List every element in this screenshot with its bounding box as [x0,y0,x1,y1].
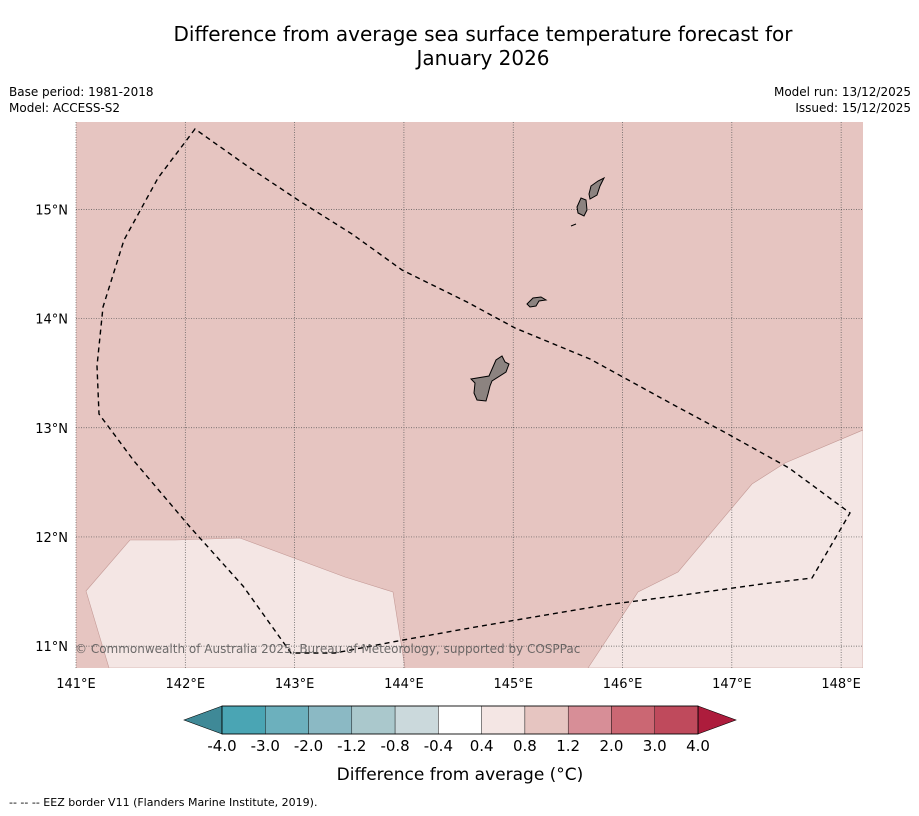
meta-left: Base period: 1981-2018 Model: ACCESS-S2 [9,84,154,116]
colorbar-segment [265,705,309,735]
colorbar-tick-label: 1.2 [556,737,580,755]
colorbar-tick-label: -2.0 [294,737,323,755]
colorbar-tick-labels: -4.0 -3.0 -2.0 -1.2 -0.8 -0.4 0.4 0.8 1.2 2.0 3.0 4… [207,737,710,755]
colorbar-segment [308,705,353,735]
longitude-tick-label: 143°E [275,677,315,692]
chart-title-line-2: January 2026 [416,46,550,70]
tinian-island [576,197,588,217]
sst-anomaly-region-southeast [587,429,863,668]
colorbar-segment [524,705,569,735]
colorbar-segment [567,705,612,735]
longitude-tick-label: 144°E [384,677,424,692]
latitude-tick-label: 11°N [35,640,68,655]
latitude-tick-label: 14°N [35,313,68,328]
chart-title-line-1: Difference from average sea surface temp… [173,22,793,46]
aguijan-island [570,223,577,227]
chart-title: Difference from average sea surface temp… [0,22,919,70]
eez-legend-note: -- -- -- EEZ border V11 (Flanders Marine… [9,796,318,809]
colorbar-tick-label: -4.0 [207,737,236,755]
colorbar-segment [438,705,482,735]
colorbar-segment [481,705,526,735]
colorbar-tick-label: -0.8 [380,737,409,755]
colorbar-tick-label: 3.0 [643,737,667,755]
sst-anomaly-band-0.4-0.8 [85,429,863,668]
copyright-text: © Commonwealth of Australia 2025, Bureau… [75,642,580,656]
colorbar-tick-label: 0.4 [470,737,494,755]
colorbar-tick-label: -1.2 [337,737,366,755]
longitude-tick-label: 147°E [712,677,752,692]
colorbar-segment [611,705,655,735]
rota-island [526,296,548,308]
longitude-tick-label: 145°E [493,677,533,692]
longitude-tick-label: 141°E [56,677,96,692]
latitude-tick-label: 15°N [35,203,68,218]
colorbar-segment [394,705,439,735]
sst-anomaly-region-southwest [85,537,406,668]
model-run-text: Model run: 13/12/2025 [773,85,911,99]
colorbar-tick-label: 0.8 [513,737,537,755]
map-panel: © Commonwealth of Australia 2025, Bureau… [75,122,863,668]
colorbar-segments [221,705,699,735]
meta-right: Model run: 13/12/2025 Issued: 15/12/2025 [774,84,911,116]
colorbar-under-arrow [183,705,223,735]
colorbar-label: Difference from average (°C) [337,765,584,785]
longitude-tick-label: 142°E [166,677,206,692]
colorbar-over-arrow [697,705,737,735]
longitude-axis: 141°E 142°E 143°E 144°E 145°E 146°E 147°E 148°E [56,677,861,692]
latitude-axis: 15°N 14°N 13°N 12°N 11°N [35,203,68,655]
colorbar: -4.0 -3.0 -2.0 -1.2 -0.8 -0.4 0.4 0.8 1.2 2.0 3.0 4… [183,705,737,785]
colorbar-tick-label: -0.4 [424,737,453,755]
guam-island [469,355,510,402]
colorbar-segment [654,705,699,735]
latitude-tick-label: 12°N [35,531,68,546]
longitude-tick-label: 146°E [603,677,643,692]
model-text: Model: ACCESS-S2 [9,101,121,115]
saipan-island [588,176,606,200]
longitude-tick-label: 148°E [821,677,861,692]
colorbar-tick-label: 4.0 [686,737,710,755]
colorbar-frame [221,705,699,735]
latitude-tick-label: 13°N [35,422,68,437]
eez-border-line [96,128,851,654]
issued-text: Issued: 15/12/2025 [795,101,911,115]
base-period-text: Base period: 1981-2018 [9,85,154,99]
colorbar-tick-label: 2.0 [600,737,624,755]
colorbar-segment [351,705,396,735]
graticule [75,122,863,668]
colorbar-tick-label: -3.0 [251,737,280,755]
islands [469,176,606,402]
colorbar-segment [221,705,266,735]
